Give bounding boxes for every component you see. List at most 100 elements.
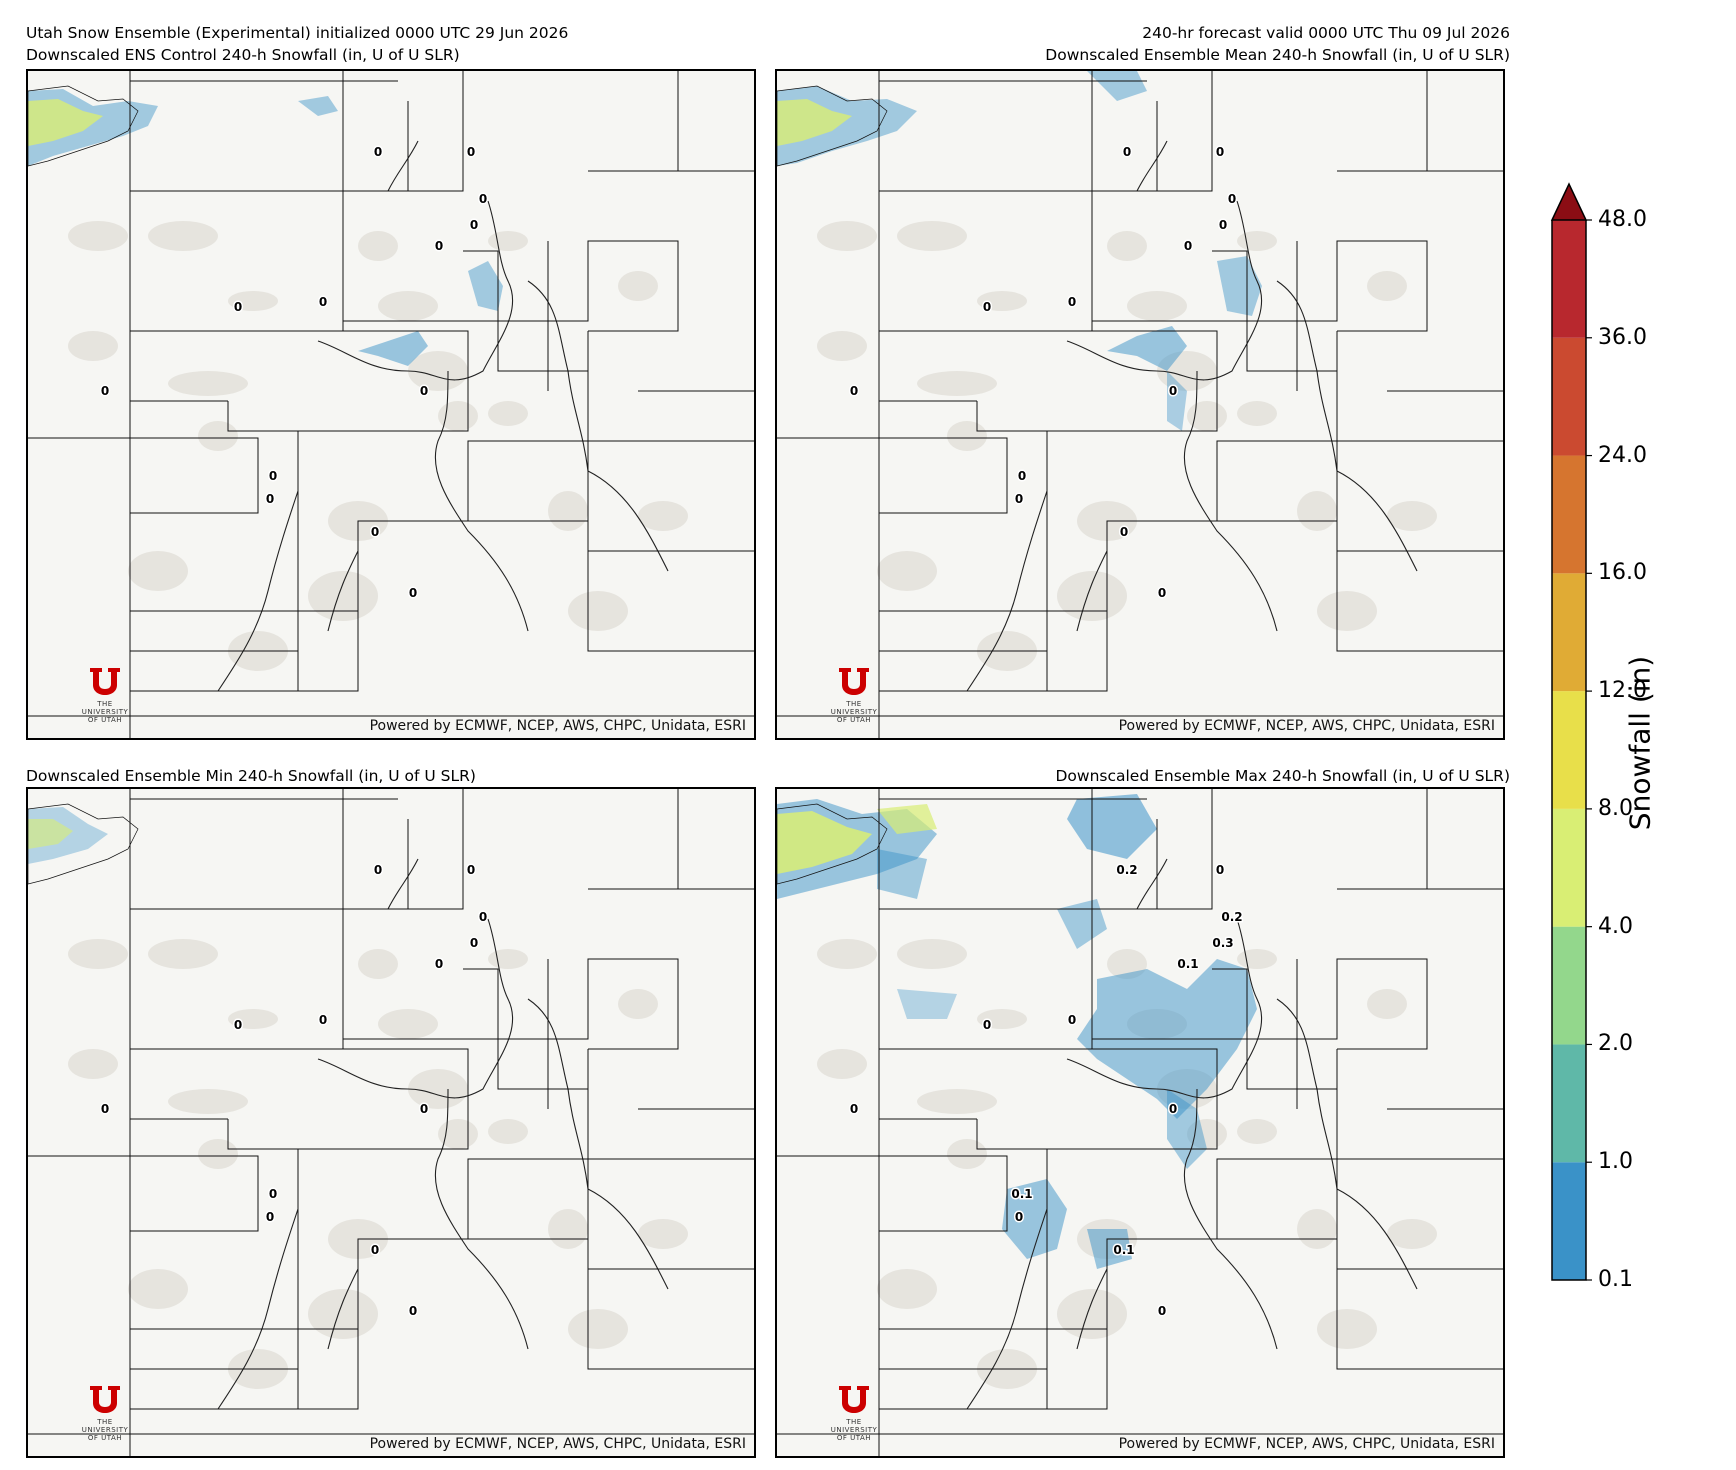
- snowfall-area: [1067, 794, 1157, 859]
- u-block-icon: [839, 1386, 869, 1413]
- point-value-label: 0: [266, 1210, 274, 1224]
- snowfall-area: [897, 989, 957, 1019]
- terrain-shade: [1237, 231, 1277, 251]
- boundary-line: [1217, 240, 1428, 332]
- rivers: [966, 858, 1418, 1410]
- point-value-label: 0: [374, 145, 382, 159]
- snowfall-area: [777, 811, 872, 874]
- colorbar-segment: [1552, 1044, 1586, 1163]
- terrain-shade: [198, 1139, 238, 1169]
- logo-text: THE UNIVERSITY OF UTAH: [81, 700, 129, 724]
- point-value-label: 0: [467, 145, 475, 159]
- county-boundaries: [777, 71, 1503, 738]
- boundary-line: [1426, 789, 1503, 890]
- point-value-label: 0: [234, 1018, 242, 1032]
- colorbar-segment: [1552, 808, 1586, 927]
- boundary-line: [1091, 71, 1213, 192]
- max-map-panel: 0.2 0 0.2 0.3 0.1 0 0 0 0 0.1 0 0.1 0 THE UNIVERSITY O…: [775, 787, 1505, 1458]
- snowfall-area: [877, 849, 927, 899]
- terrain-shade: [618, 271, 658, 301]
- logo-text: THE UNIVERSITY OF UTAH: [830, 700, 878, 724]
- boundary-line: [468, 958, 679, 1050]
- colorbar-extend-arrow: [1550, 182, 1588, 221]
- colorbar-outline: [1551, 220, 1587, 1281]
- point-value-label: 0: [420, 1102, 428, 1116]
- terrain-shade: [548, 491, 588, 531]
- boundary-line: [130, 1239, 359, 1410]
- university-logo: THE UNIVERSITY OF UTAH: [809, 1384, 899, 1442]
- terrain-shade: [638, 501, 688, 531]
- point-value-label: 0: [470, 218, 478, 232]
- boundary-line: [879, 1239, 1108, 1410]
- terrain-shade: [168, 1089, 248, 1114]
- rivers: [966, 140, 1418, 692]
- point-value-label: 0: [1216, 145, 1224, 159]
- snowfall-area: [468, 261, 503, 311]
- terrain-shade: [148, 221, 218, 251]
- terrain-shade: [68, 221, 128, 251]
- point-value-label: 0: [1228, 192, 1236, 206]
- boundary-line: [497, 1039, 588, 1090]
- terrain-shade: [817, 221, 877, 251]
- colorbar-title: Snowfall (in): [1623, 655, 1657, 831]
- colorbar-segment: [1552, 926, 1586, 1045]
- point-value-label: 0: [374, 863, 382, 877]
- boundary-line: [130, 1048, 469, 1150]
- map-background: [777, 71, 1503, 738]
- terrain-shade: [378, 1009, 438, 1039]
- point-value-label: 0: [1184, 239, 1192, 253]
- boundary-line: [497, 321, 588, 372]
- point-value-label: 0.1: [1011, 1187, 1032, 1201]
- river-line: [327, 1268, 359, 1350]
- boundary-line: [130, 330, 469, 432]
- point-value-label: 0: [420, 384, 428, 398]
- boundary-line: [677, 71, 754, 172]
- snowfall-area: [28, 819, 73, 849]
- terrain-shade: [568, 591, 628, 631]
- max-panel-title: Downscaled Ensemble Max 240-h Snowfall (…: [1055, 767, 1510, 785]
- point-value-label: 0: [470, 936, 478, 950]
- lake-outline: [28, 803, 139, 885]
- university-logo: THE UNIVERSITY OF UTAH: [60, 1384, 150, 1442]
- terrain-shade: [877, 1269, 937, 1309]
- river-line: [587, 470, 669, 572]
- river-line: [966, 1208, 1048, 1410]
- terrain-shading: [817, 221, 1437, 671]
- boundary-line: [879, 330, 1218, 432]
- terrain-shade: [1107, 231, 1147, 261]
- terrain-shade: [1237, 1119, 1277, 1144]
- terrain-shade: [897, 939, 967, 969]
- map-background: [28, 789, 754, 1456]
- u-block-icon: [839, 668, 869, 695]
- colorbar-tick-label: 2.0: [1598, 1031, 1633, 1057]
- point-value-label: 0: [1169, 1102, 1177, 1116]
- terrain-shade: [1057, 1289, 1127, 1339]
- terrain-shading: [817, 939, 1437, 1389]
- credit-text: Powered by ECMWF, NCEP, AWS, CHPC, Unida…: [369, 718, 746, 734]
- river-line: [317, 918, 514, 1099]
- terrain-shade: [917, 371, 997, 396]
- point-value-label: 0: [409, 1304, 417, 1318]
- point-value-label: 0: [479, 192, 487, 206]
- control-panel-title: Downscaled ENS Control 240-h Snowfall (i…: [26, 46, 460, 64]
- mean-panel-title: Downscaled Ensemble Mean 240-h Snowfall …: [1045, 46, 1510, 64]
- colorbar-tick-label: 16.0: [1598, 560, 1647, 586]
- credit-text: Powered by ECMWF, NCEP, AWS, CHPC, Unida…: [1118, 718, 1495, 734]
- snowfall-area: [298, 96, 338, 116]
- map-background: [28, 71, 754, 738]
- terrain-shade: [568, 1309, 628, 1349]
- terrain-shade: [1367, 989, 1407, 1019]
- boundary-line: [130, 521, 359, 692]
- terrain-shade: [1057, 571, 1127, 621]
- terrain-shade: [148, 939, 218, 969]
- river-line: [387, 858, 419, 910]
- terrain-shade: [68, 939, 128, 969]
- point-value-label: 0: [435, 239, 443, 253]
- snowfall-area: [358, 331, 428, 366]
- colorbar-segment: [1552, 691, 1586, 809]
- terrain-shade: [1297, 1209, 1337, 1249]
